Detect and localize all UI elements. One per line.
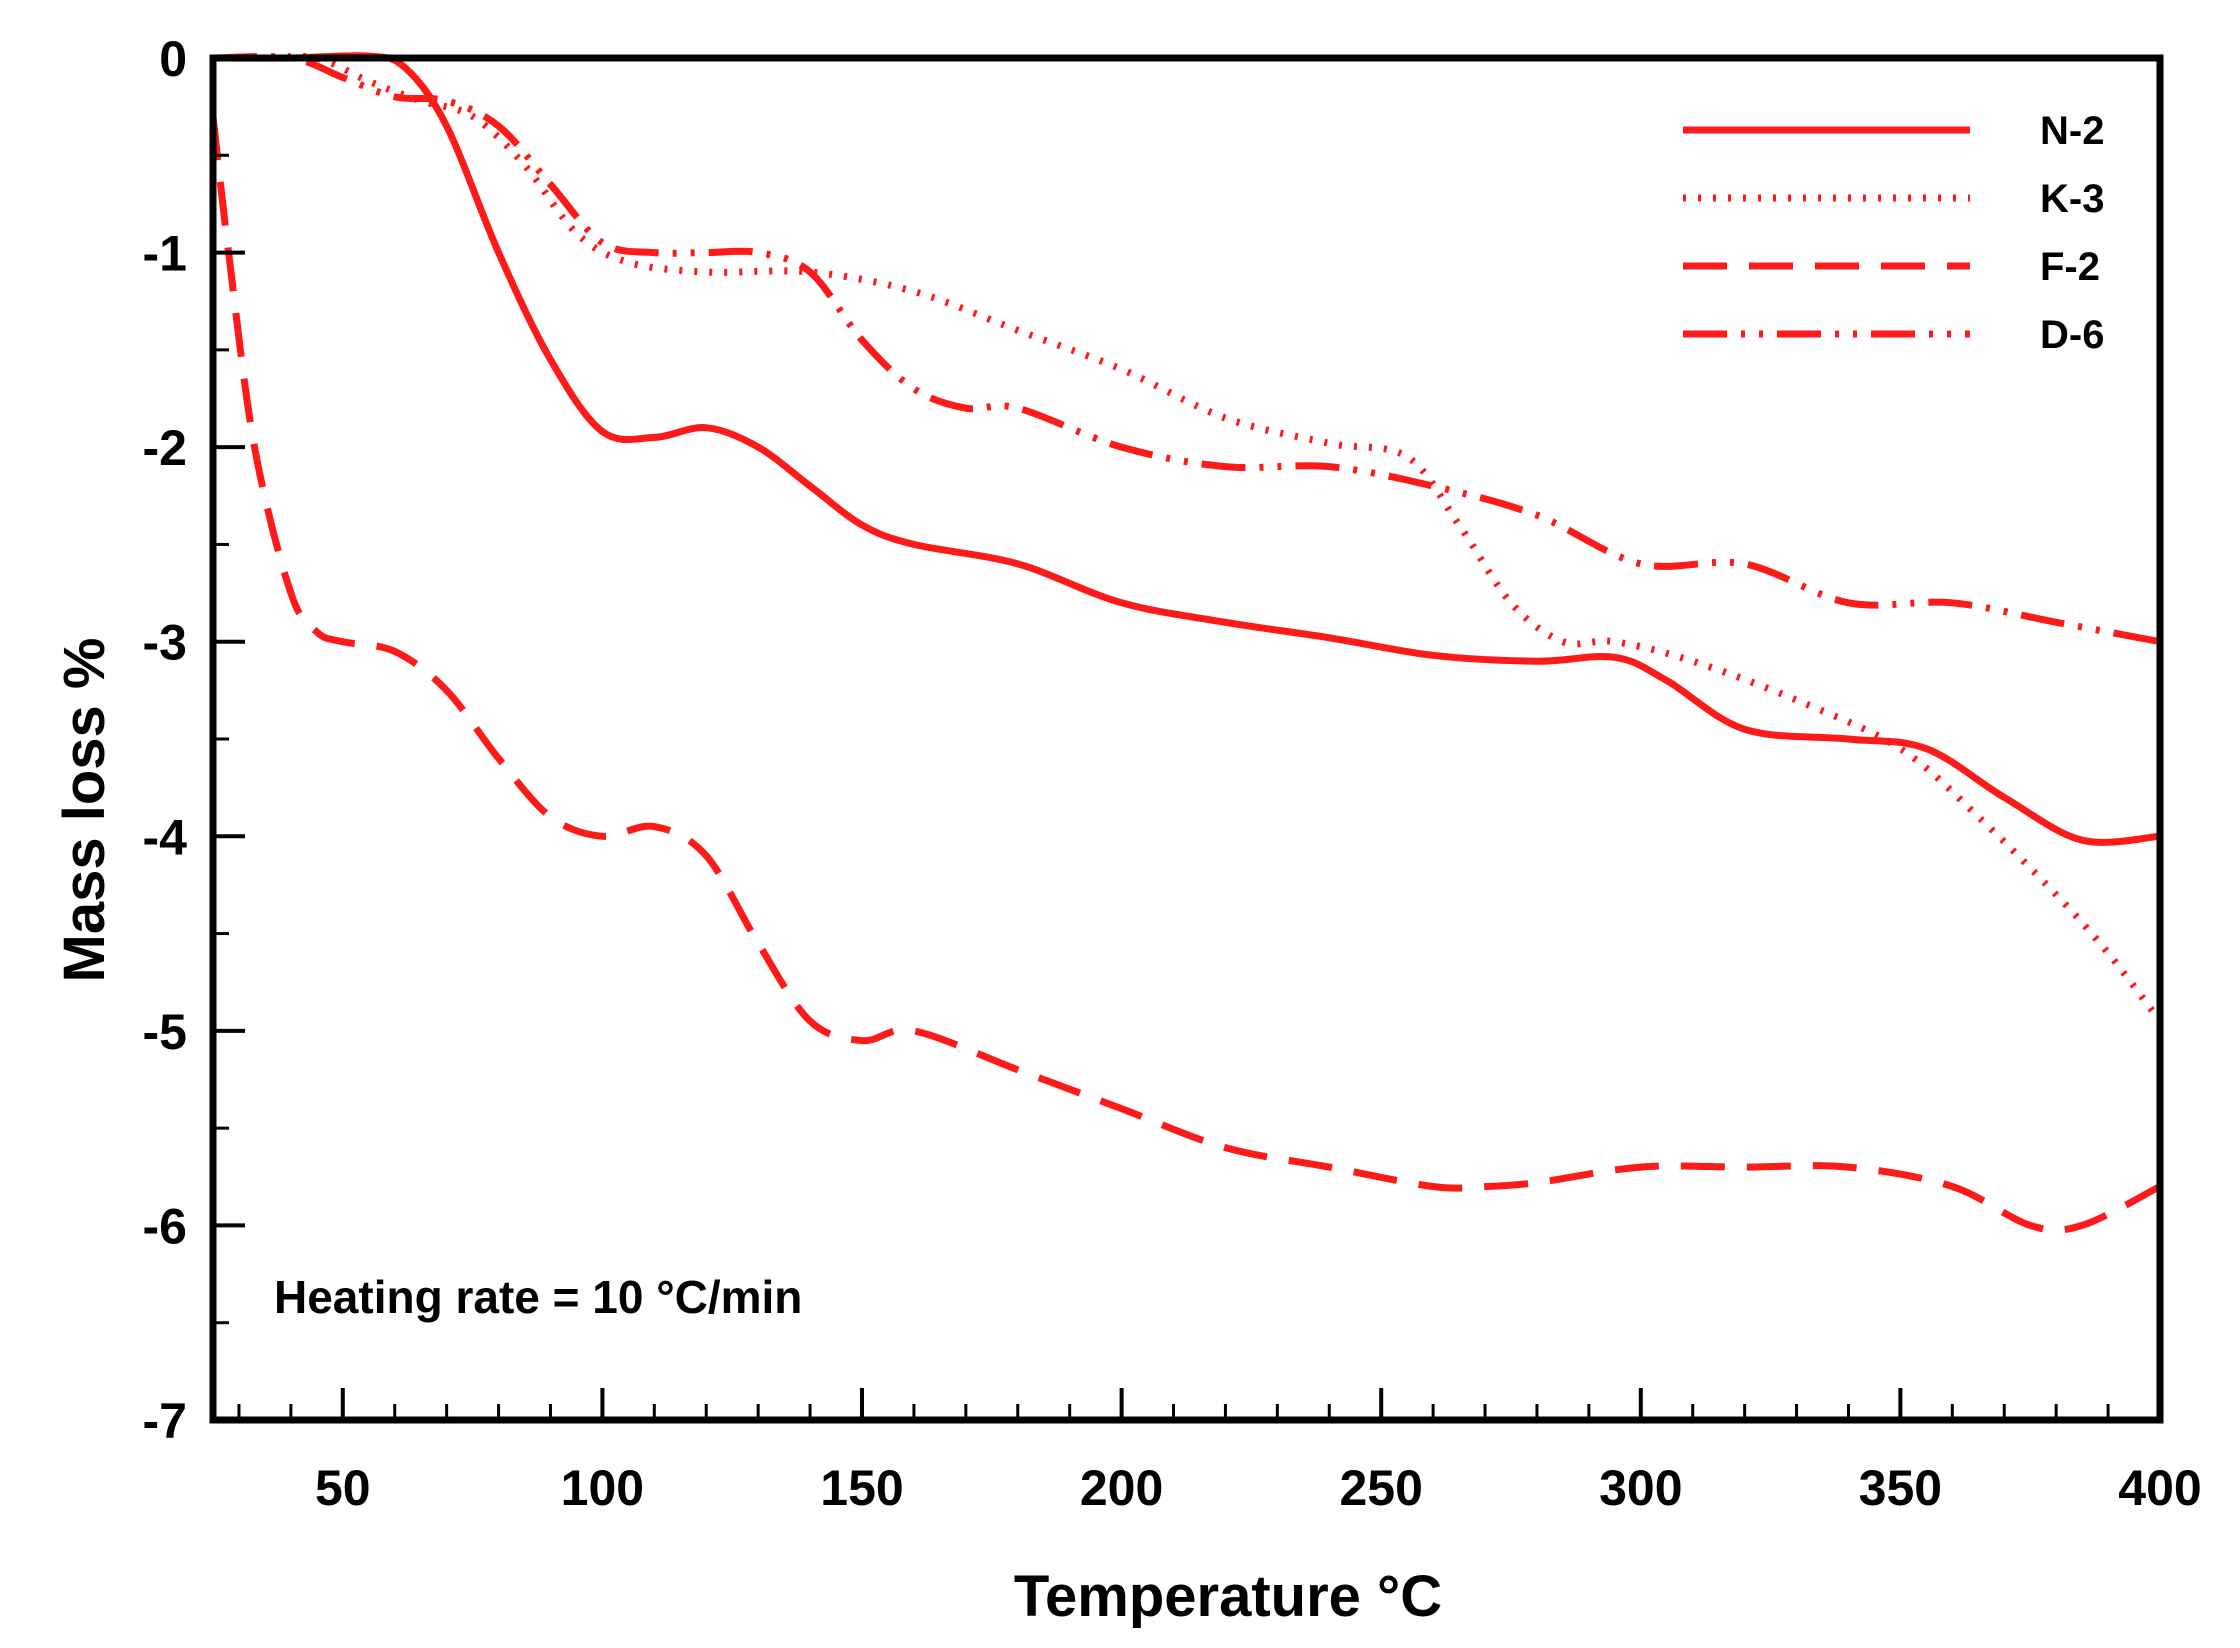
legend: N-2 K-3 F-2 D-6 [1683, 109, 2104, 357]
series-line-n-2 [212, 52, 2161, 846]
x-axis-tick-labels: 50 100 150 200 250 300 350 400 [315, 1460, 2202, 1516]
x-tick-label-350: 350 [1859, 1460, 1942, 1516]
x-tick-label-200: 200 [1080, 1460, 1163, 1516]
legend-label-n-2: N-2 [2040, 109, 2104, 153]
x-tick-label-300: 300 [1599, 1460, 1682, 1516]
heating-rate-annotation: Heating rate = 10 °C/min [274, 1271, 802, 1323]
y-tick-label-0: 0 [159, 31, 187, 87]
x-tick-label-250: 250 [1339, 1460, 1422, 1516]
series-line-f-2 [209, 116, 2162, 1234]
series-line-d-6 [212, 53, 2161, 646]
y-axis-ticks [213, 153, 245, 1325]
x-axis-title: Temperature °C [1014, 1564, 1442, 1629]
x-axis-ticks [237, 1388, 2110, 1420]
y-tick-label-7: -7 [143, 1393, 187, 1449]
x-tick-label-400: 400 [2118, 1460, 2201, 1516]
y-tick-label-4: -4 [143, 809, 188, 865]
x-tick-label-150: 150 [820, 1460, 903, 1516]
x-tick-label-50: 50 [315, 1460, 371, 1516]
series-layer [209, 52, 2163, 1234]
y-tick-label-2: -2 [143, 420, 187, 476]
legend-label-f-2: F-2 [2040, 245, 2100, 289]
x-tick-label-100: 100 [561, 1460, 644, 1516]
y-tick-label-6: -6 [143, 1198, 187, 1254]
y-axis-title: Mass loss % [52, 638, 117, 983]
y-tick-label-3: -3 [143, 615, 187, 671]
legend-label-k-3: K-3 [2040, 177, 2104, 221]
series-line-k-3 [212, 52, 2163, 1024]
y-tick-label-5: -5 [143, 1004, 187, 1060]
y-axis-tick-labels: 0 -1 -2 -3 -4 -5 -6 -7 [143, 31, 188, 1449]
legend-label-d-6: D-6 [2040, 313, 2104, 357]
y-tick-label-1: -1 [143, 226, 187, 282]
